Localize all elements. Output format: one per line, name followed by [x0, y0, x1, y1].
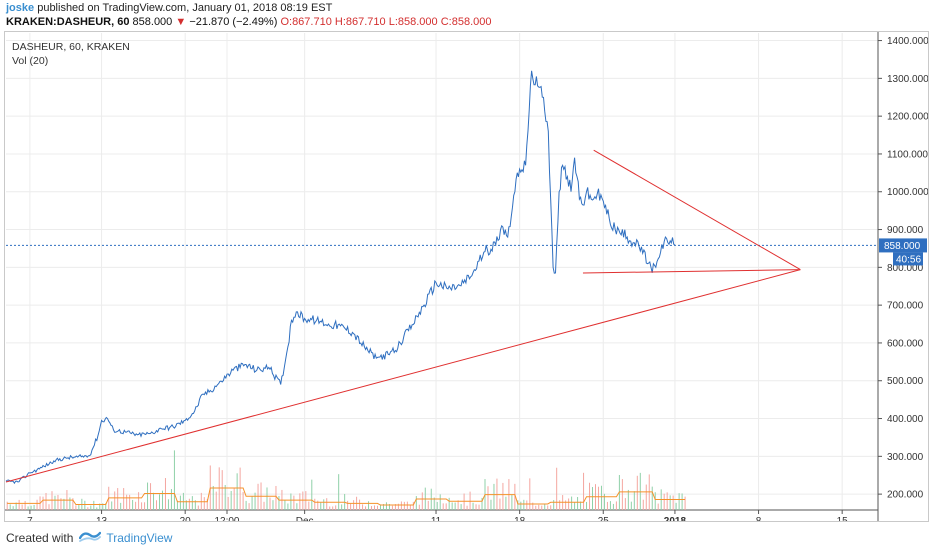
quote-symbol: KRAKEN:DASHEUR, 60 [6, 16, 130, 28]
publish-text: published on TradingView.com, January 01… [37, 2, 333, 14]
x-tick-label: 13 [96, 516, 108, 521]
footer-created: Created with [6, 530, 74, 545]
legend-volume: Vol (20) [12, 55, 49, 67]
down-arrow-icon: ▼ [175, 16, 187, 28]
price-badge [879, 238, 927, 253]
y-tick-label: 900.000 [887, 225, 924, 236]
x-tick-label: 7 [27, 516, 33, 521]
y-tick-label: 500.000 [887, 376, 924, 387]
price-badge-label: 858.000 [884, 241, 921, 252]
countdown-badge [893, 252, 923, 266]
quote-bar: KRAKEN:DASHEUR, 60 858.000 ▼ −21.870 (−2… [6, 16, 491, 29]
volume-ma-line [7, 487, 686, 506]
x-tick-label: 15 [837, 516, 849, 521]
y-tick-label: 1200.000 [887, 112, 928, 123]
x-tick-label: Dec [296, 516, 314, 521]
y-tick-label: 800.000 [887, 263, 924, 274]
chart-frame[interactable]: 1400.000 1300.000 1200.000 1100.000 1000.000… [4, 31, 929, 522]
legend-title: DASHEUR, 60, KRAKEN [12, 41, 130, 53]
x-tick-label: 12:00 [214, 516, 239, 521]
y-tick-label: 1100.000 [887, 149, 928, 160]
y-tick-label: 200.000 [887, 490, 924, 501]
author-name[interactable]: joske [6, 2, 35, 14]
x-tick-label: 18 [514, 516, 526, 521]
trendline-support [5, 269, 801, 483]
quote-change: −21.870 (−2.49%) [189, 16, 278, 28]
y-tick-label: 1400.000 [887, 36, 928, 47]
footer: Created with TradingView [6, 530, 172, 545]
footer-brand[interactable]: TradingView [106, 530, 173, 545]
x-tick-label: 2018 [664, 516, 687, 521]
price-chart[interactable]: 1400.000 1300.000 1200.000 1100.000 1000.000… [5, 32, 928, 521]
x-tick-label: 11 [431, 516, 442, 521]
countdown-label: 40:56 [896, 254, 921, 265]
chart-legend: DASHEUR, 60, KRAKEN Vol (20) [12, 40, 130, 68]
x-tick-label: 8 [756, 516, 762, 521]
y-tick-label: 600.000 [887, 338, 924, 349]
quote-close: C:858.000 [440, 16, 492, 28]
quote-last: 858.000 [132, 16, 173, 28]
y-tick-label: 1000.000 [887, 187, 928, 198]
y-tick-label: 1300.000 [887, 74, 928, 85]
quote-high: H:867.710 [334, 16, 386, 28]
y-tick-label: 400.000 [887, 414, 924, 425]
publish-bar: joske published on TradingView.com, Janu… [6, 2, 332, 15]
trendline-resistance [593, 149, 801, 271]
tradingview-logo-icon[interactable] [79, 530, 102, 545]
x-tick-label: 20 [180, 516, 192, 521]
quote-low: L:858.000 [388, 16, 438, 28]
y-tick-label: 700.000 [887, 301, 924, 312]
y-tick-label: 300.000 [887, 452, 924, 463]
trendline-triangle-base [582, 269, 801, 274]
quote-open: O:867.710 [280, 16, 332, 28]
x-tick-label: 25 [598, 516, 610, 521]
price-line [5, 70, 676, 485]
